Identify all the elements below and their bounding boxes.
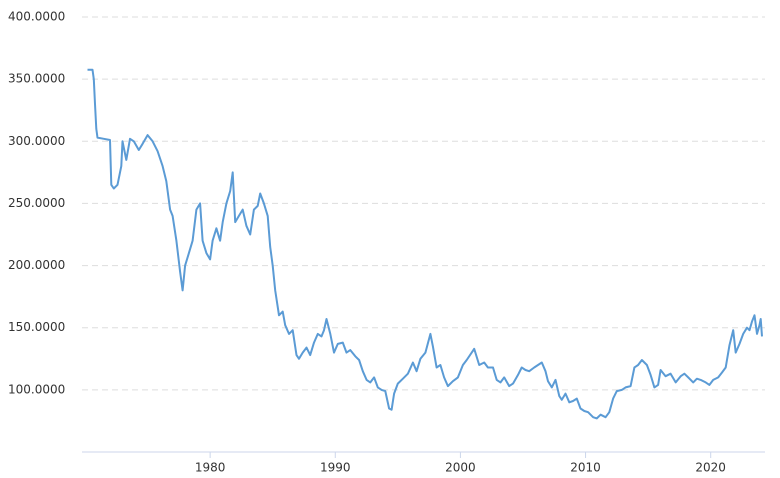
y-tick-label: 300.0000 [8, 134, 65, 148]
x-tick-label: 1990 [320, 461, 351, 475]
x-tick-label: 1980 [195, 461, 226, 475]
y-tick-label: 150.0000 [8, 320, 65, 334]
x-tick-label: 2010 [570, 461, 601, 475]
line-series [87, 68, 763, 420]
x-tick-label: 2000 [445, 461, 476, 475]
y-tick-label: 250.0000 [8, 196, 65, 210]
x-tick-label: 2020 [695, 461, 726, 475]
y-tick-label: 200.0000 [8, 258, 65, 272]
y-tick-label: 400.0000 [8, 10, 65, 24]
y-tick-label: 350.0000 [8, 72, 65, 86]
y-tick-label: 100.0000 [8, 382, 65, 396]
